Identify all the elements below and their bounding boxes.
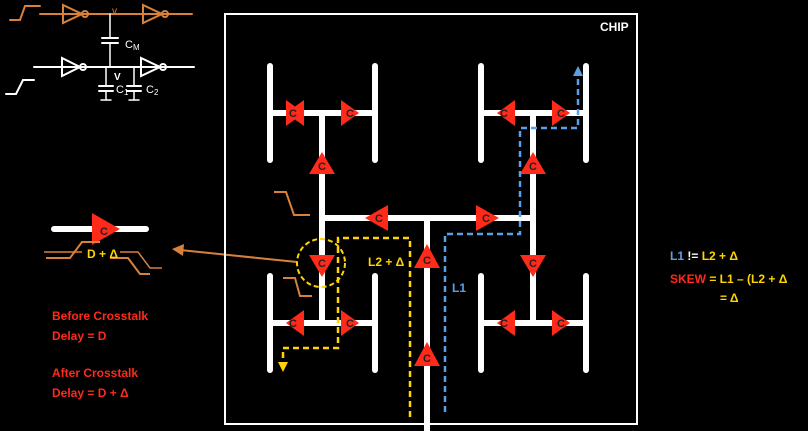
- aggressor-waveform-lower: [283, 278, 312, 296]
- svg-text:C: C: [500, 318, 508, 330]
- svg-text:C: C: [423, 255, 431, 267]
- l2-path-label: L2 + Δ: [368, 255, 404, 269]
- svg-text:C: C: [289, 318, 297, 330]
- chip-label: CHIP: [600, 20, 629, 34]
- svg-text:C: C: [346, 108, 354, 120]
- cap-c2-label: C2: [146, 84, 159, 97]
- aggressor-waveform-upper: [274, 192, 310, 215]
- cap-cm-label: CM: [125, 39, 140, 52]
- svg-text:C: C: [318, 258, 326, 270]
- after-crosstalk-delay: Delay = D + Δ: [52, 386, 129, 400]
- svg-text:C: C: [529, 161, 537, 173]
- svg-text:C: C: [375, 213, 383, 225]
- before-crosstalk-title: Before Crosstalk: [52, 309, 148, 323]
- l1-path-label: L1: [452, 281, 466, 295]
- svg-text:C: C: [318, 161, 326, 173]
- svg-text:C: C: [346, 318, 354, 330]
- victim-waveform: [6, 80, 34, 94]
- svg-text:C: C: [529, 258, 537, 270]
- node-v-label: V: [114, 72, 121, 83]
- skew-result: = Δ: [720, 291, 739, 305]
- svg-text:C: C: [100, 226, 108, 238]
- before-crosstalk-delay: Delay = D: [52, 329, 106, 343]
- crosstalk-schematic: v CM V C1 C2: [6, 5, 194, 100]
- buffer-delay-label: D + Δ: [87, 247, 118, 261]
- svg-text:C: C: [482, 213, 490, 225]
- buffer-delay-detail: C: [44, 213, 162, 274]
- svg-text:v: v: [112, 6, 117, 17]
- svg-text:C: C: [423, 353, 431, 365]
- aggressor-waveform: [10, 6, 40, 20]
- after-crosstalk-title: After Crosstalk: [52, 366, 138, 380]
- skew-equation: SKEW = L1 – (L2 + Δ: [670, 272, 808, 286]
- svg-text:C: C: [557, 318, 565, 330]
- detail-pointer-arrow: [180, 250, 297, 262]
- svg-text:C: C: [289, 108, 297, 120]
- inequality-equation: L1 != L2 + Δ: [670, 249, 738, 263]
- svg-text:C: C: [500, 108, 508, 120]
- svg-text:C: C: [557, 108, 565, 120]
